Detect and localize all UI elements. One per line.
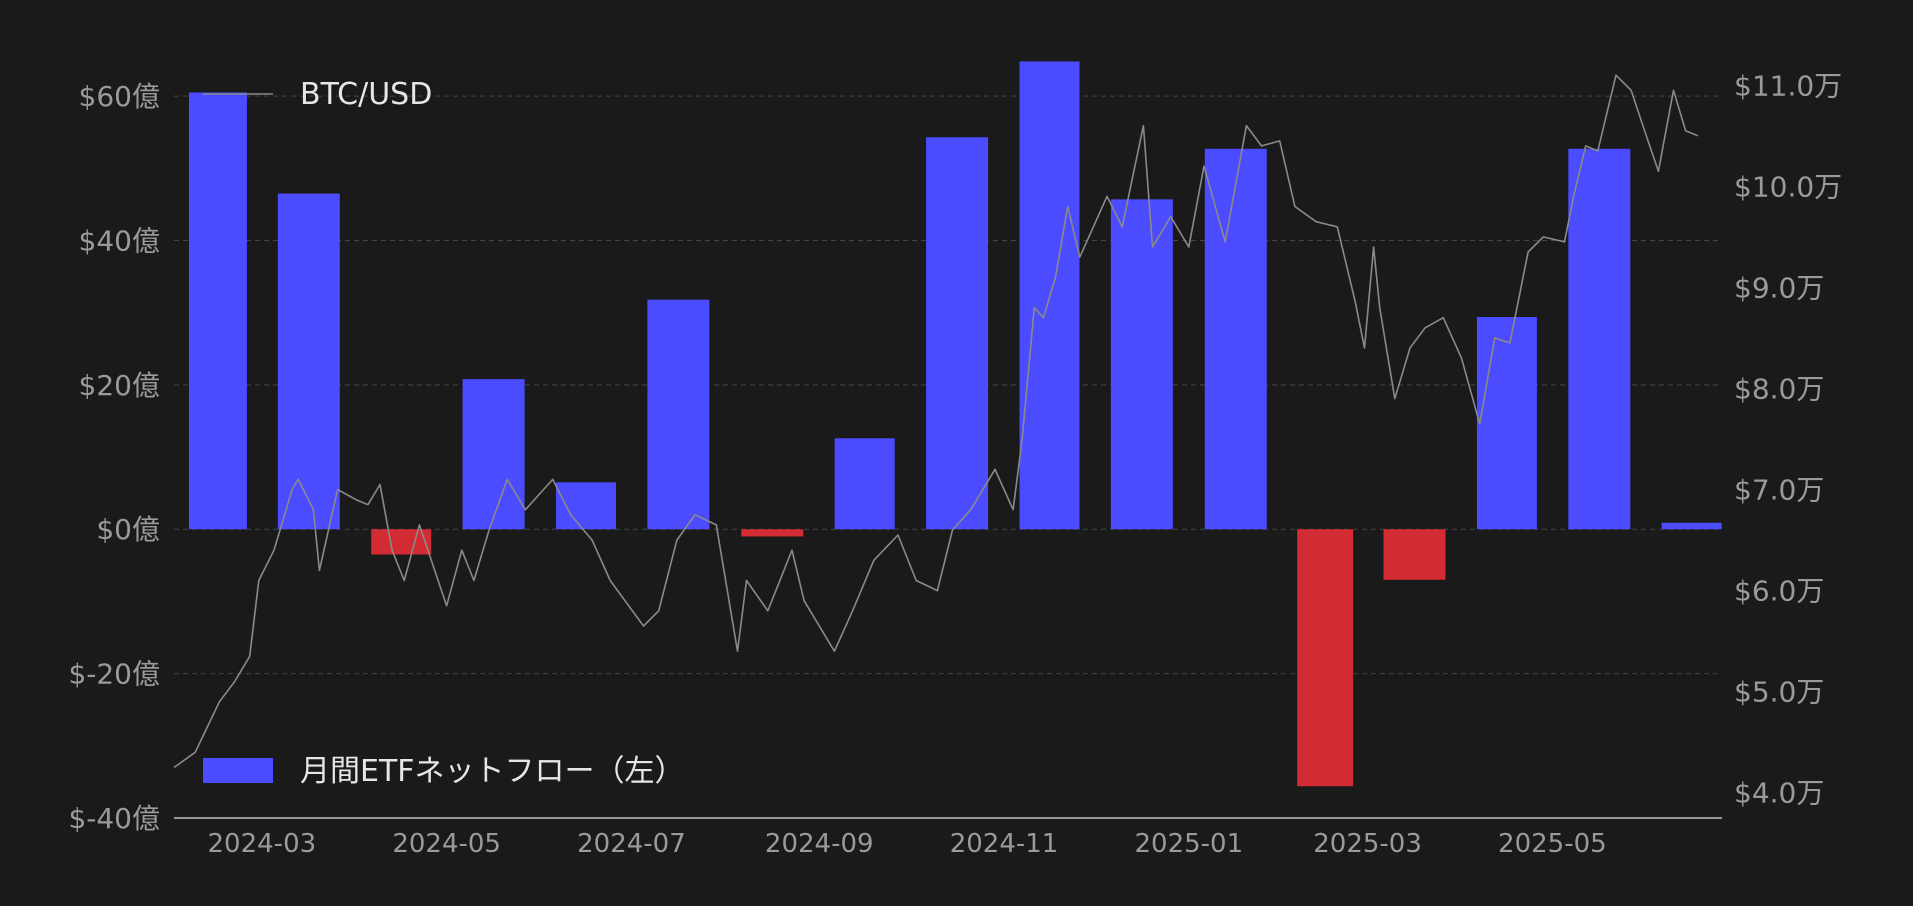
bar-2024-06 xyxy=(556,482,616,530)
bar-2025-05 xyxy=(1568,148,1631,530)
y-right-tick-label: $10.0万 xyxy=(1734,170,1842,203)
btc-price-line xyxy=(173,74,1699,769)
bar-2024-10 xyxy=(926,137,989,530)
x-tick-label: 2025-03 xyxy=(1313,829,1422,859)
bar-series xyxy=(188,61,1722,787)
x-tick-label: 2024-11 xyxy=(950,829,1059,859)
x-tick-label: 2024-05 xyxy=(392,829,501,859)
btc-line-series xyxy=(173,74,1699,769)
bar-2024-05 xyxy=(462,379,525,530)
y-left-tick-label: $40億 xyxy=(79,224,160,257)
bar-2024-07 xyxy=(647,299,710,530)
bar-2024-03 xyxy=(277,193,340,530)
bar-2024-08 xyxy=(741,529,804,537)
bar-2025-06 xyxy=(1661,522,1722,530)
y-right-tick-label: $11.0万 xyxy=(1734,69,1842,102)
bar-2024-04 xyxy=(371,529,432,555)
y-right-tick-label: $6.0万 xyxy=(1734,575,1824,608)
y-left-tick-label: $-40億 xyxy=(68,802,160,835)
legend-bar-swatch xyxy=(203,758,273,783)
y-right-tick-label: $9.0万 xyxy=(1734,271,1824,304)
bar-2025-04 xyxy=(1476,316,1537,530)
x-tick-label: 2024-03 xyxy=(208,829,317,859)
x-tick-label: 2025-05 xyxy=(1498,829,1607,859)
y-left-tick-label: $20億 xyxy=(79,369,160,402)
bar-2024-02 xyxy=(188,92,247,530)
bar-2024-12 xyxy=(1110,199,1173,530)
legend-label-etf-flow: 月間ETFネットフロー（左） xyxy=(300,754,685,789)
axes: $-40億 $-20億 $0億 $20億 $40億 $60億 $4.0万 $5.0万 $6.0万… xyxy=(68,69,1842,859)
y-left-tick-label: $60億 xyxy=(79,80,160,113)
bar-2025-01 xyxy=(1204,148,1267,530)
bar-2025-02 xyxy=(1297,529,1354,787)
y-left-tick-label: $-20億 xyxy=(68,658,160,691)
y-right-tick-label: $7.0万 xyxy=(1734,474,1824,507)
bar-2024-09 xyxy=(834,438,895,530)
y-right-tick-label: $4.0万 xyxy=(1734,777,1824,810)
x-tick-label: 2024-07 xyxy=(577,829,686,859)
y-right-tick-label: $5.0万 xyxy=(1734,676,1824,709)
x-tick-label: 2024-09 xyxy=(765,829,874,859)
legend-label-btc: BTC/USD xyxy=(300,77,432,112)
x-tick-label: 2025-01 xyxy=(1135,829,1244,859)
bar-2025-03 xyxy=(1383,529,1446,580)
legend: BTC/USD 月間ETFネットフロー（左） xyxy=(203,77,685,789)
y-right-tick-label: $8.0万 xyxy=(1734,372,1824,405)
y-left-tick-label: $0億 xyxy=(96,513,160,546)
